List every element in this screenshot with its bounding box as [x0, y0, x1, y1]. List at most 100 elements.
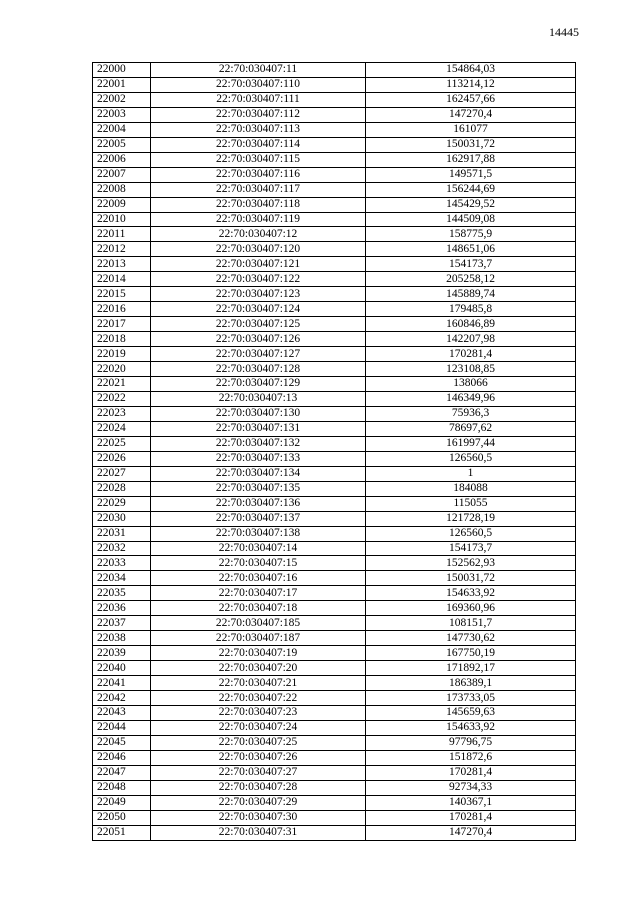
cadastral-value-cell: 169360,96: [365, 600, 576, 617]
cadastral-number-cell: 22:70:030407:124: [150, 301, 366, 318]
table-row: 22031 22:70:030407:138 126560,5: [92, 525, 576, 542]
cadastral-value-cell: 1: [365, 465, 576, 482]
cadastral-number-cell: 22:70:030407:17: [150, 585, 366, 602]
cadastral-number-cell: 22:70:030407:133: [150, 450, 366, 467]
row-number-cell: 22024: [92, 420, 151, 437]
row-number-cell: 22007: [92, 166, 151, 183]
table-row: 22042 22:70:030407:22 173733,05: [92, 690, 576, 706]
table-row: 22022 22:70:030407:13 146349,96: [92, 390, 576, 407]
cadastral-value-cell: 152562,93: [365, 555, 576, 572]
row-number-cell: 22051: [92, 824, 151, 841]
row-number-cell: 22000: [92, 62, 151, 78]
table-row: 22038 22:70:030407:187 147730,62: [92, 630, 576, 647]
cadastral-value-cell: 145429,52: [365, 196, 576, 213]
row-number-cell: 22043: [92, 704, 151, 721]
row-number-cell: 22001: [92, 76, 151, 93]
row-number-cell: 22031: [92, 525, 151, 542]
cadastral-value-cell: 179485,8: [365, 301, 576, 318]
cadastral-number-cell: 22:70:030407:111: [150, 91, 366, 108]
table-row: 22043 22:70:030407:23 145659,63: [92, 704, 576, 721]
table-row: 22014 22:70:030407:122 205258,12: [92, 271, 576, 288]
cadastral-number-cell: 22:70:030407:126: [150, 331, 366, 348]
cadastral-number-cell: 22:70:030407:128: [150, 361, 366, 378]
table-row: 22008 22:70:030407:117 156244,69: [92, 181, 576, 198]
row-number-cell: 22013: [92, 256, 151, 273]
cadastral-number-cell: 22:70:030407:125: [150, 316, 366, 333]
table-row: 22030 22:70:030407:137 121728,19: [92, 510, 576, 527]
cadastral-number-cell: 22:70:030407:123: [150, 286, 366, 303]
table-row: 22003 22:70:030407:112 147270,4: [92, 106, 576, 123]
row-number-cell: 22009: [92, 196, 151, 213]
table-row: 22009 22:70:030407:118 145429,52: [92, 196, 576, 213]
cadastral-number-cell: 22:70:030407:116: [150, 166, 366, 183]
row-number-cell: 22035: [92, 585, 151, 602]
cadastral-value-cell: 167750,19: [365, 645, 576, 662]
row-number-cell: 22008: [92, 181, 151, 198]
cadastral-number-cell: 22:70:030407:112: [150, 106, 366, 123]
cadastral-value-cell: 126560,5: [365, 525, 576, 542]
row-number-cell: 22045: [92, 734, 151, 751]
table-row: 22004 22:70:030407:113 161077: [92, 121, 576, 138]
cadastral-value-cell: 162917,88: [365, 151, 576, 168]
table-row: 22026 22:70:030407:133 126560,5: [92, 450, 576, 467]
row-number-cell: 22046: [92, 749, 151, 766]
cadastral-number-cell: 22:70:030407:131: [150, 420, 366, 437]
table-row: 22037 22:70:030407:185 108151,7: [92, 615, 576, 632]
cadastral-number-cell: 22:70:030407:24: [150, 719, 366, 736]
table-row: 22016 22:70:030407:124 179485,8: [92, 301, 576, 318]
cadastral-value-cell: 161077: [365, 121, 576, 138]
table-row: 22050 22:70:030407:30 170281,4: [92, 809, 576, 826]
row-number-cell: 22021: [92, 376, 151, 392]
cadastral-value-cell: 154633,92: [365, 719, 576, 736]
table-row: 22020 22:70:030407:128 123108,85: [92, 361, 576, 378]
cadastral-number-cell: 22:70:030407:22: [150, 690, 366, 706]
cadastral-value-cell: 75936,3: [365, 405, 576, 422]
row-number-cell: 22003: [92, 106, 151, 123]
row-number-cell: 22020: [92, 361, 151, 378]
table-row: 22012 22:70:030407:120 148651,06: [92, 241, 576, 258]
cadastral-value-cell: 147730,62: [365, 630, 576, 647]
cadastral-number-cell: 22:70:030407:18: [150, 600, 366, 617]
table-row: 22021 22:70:030407:129 138066: [92, 376, 576, 392]
cadastral-value-cell: 161997,44: [365, 435, 576, 452]
row-number-cell: 22047: [92, 764, 151, 781]
table-row: 22027 22:70:030407:134 1: [92, 465, 576, 482]
page-number: 14445: [549, 25, 579, 39]
table-row: 22011 22:70:030407:12 158775,9: [92, 226, 576, 243]
row-number-cell: 22025: [92, 435, 151, 452]
cadastral-number-cell: 22:70:030407:114: [150, 136, 366, 153]
cadastral-value-cell: 170281,4: [365, 346, 576, 363]
row-number-cell: 22028: [92, 480, 151, 497]
row-number-cell: 22006: [92, 151, 151, 168]
row-number-cell: 22026: [92, 450, 151, 467]
cadastral-number-cell: 22:70:030407:113: [150, 121, 366, 138]
cadastral-value-cell: 158775,9: [365, 226, 576, 243]
table-row: 22048 22:70:030407:28 92734,33: [92, 779, 576, 796]
cadastral-value-cell: 97796,75: [365, 734, 576, 751]
table-row: 22007 22:70:030407:116 149571,5: [92, 166, 576, 183]
table-row: 22013 22:70:030407:121 154173,7: [92, 256, 576, 273]
cadastral-value-cell: 145889,74: [365, 286, 576, 303]
cadastral-value-cell: 186389,1: [365, 675, 576, 692]
row-number-cell: 22034: [92, 570, 151, 587]
row-number-cell: 22002: [92, 91, 151, 108]
cadastral-value-cell: 184088: [365, 480, 576, 497]
cadastral-value-cell: 156244,69: [365, 181, 576, 198]
row-number-cell: 22037: [92, 615, 151, 632]
cadastral-number-cell: 22:70:030407:30: [150, 809, 366, 826]
cadastral-number-cell: 22:70:030407:185: [150, 615, 366, 632]
row-number-cell: 22048: [92, 779, 151, 796]
table-row: 22029 22:70:030407:136 115055: [92, 495, 576, 512]
table-row: 22015 22:70:030407:123 145889,74: [92, 286, 576, 303]
table-row: 22018 22:70:030407:126 142207,98: [92, 331, 576, 348]
row-number-cell: 22036: [92, 600, 151, 617]
cadastral-number-cell: 22:70:030407:25: [150, 734, 366, 751]
cadastral-number-cell: 22:70:030407:21: [150, 675, 366, 692]
table-row: 22001 22:70:030407:110 113214,12: [92, 76, 576, 93]
cadastral-number-cell: 22:70:030407:136: [150, 495, 366, 512]
cadastral-value-cell: 144509,08: [365, 211, 576, 228]
cadastral-number-cell: 22:70:030407:29: [150, 794, 366, 811]
cadastral-number-cell: 22:70:030407:28: [150, 779, 366, 796]
row-number-cell: 22030: [92, 510, 151, 527]
cadastral-number-cell: 22:70:030407:14: [150, 540, 366, 557]
